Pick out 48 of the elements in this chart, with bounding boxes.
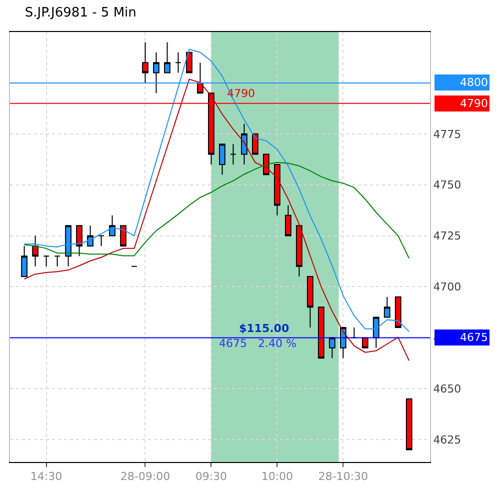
candlestick [142, 42, 148, 84]
candlestick [109, 214, 116, 236]
y-tick-label: 4625 [433, 433, 462, 446]
line-series [24, 162, 410, 259]
candlestick [98, 235, 104, 246]
candlestick [284, 204, 292, 236]
candlestick [328, 337, 336, 359]
y-tick-label: 4775 [433, 128, 462, 141]
x-tick-label: 10:00 [261, 470, 294, 484]
y-tick-label: 4700 [433, 280, 462, 294]
y-tick-label: 4725 [433, 230, 462, 243]
text: 4675 [460, 331, 488, 344]
candlestick [384, 296, 390, 318]
candlestick [32, 235, 38, 267]
candlestick [120, 225, 126, 246]
x-tick-label: 28-10:30 [318, 470, 368, 484]
candlestick [252, 133, 258, 155]
candlestick [318, 306, 324, 359]
x-tick-label: 14:30 [30, 470, 62, 484]
candlestick [394, 296, 402, 328]
candlestick [219, 144, 226, 176]
candlestick [87, 225, 94, 246]
candlestick [175, 52, 182, 74]
candlestick [164, 42, 170, 74]
y-tick-label: 4750 [433, 178, 462, 192]
candlestick [76, 225, 82, 257]
line-series [24, 78, 410, 362]
chart-title: S.JP.J6981 - 5 Min [24, 5, 136, 20]
candlestick [362, 337, 368, 348]
y-tick-label: 4650 [433, 382, 462, 396]
x-tick-label: 28-09:00 [120, 470, 170, 484]
candlestick [406, 398, 412, 450]
annotation: $115.00 [239, 322, 290, 335]
ref-line-label: 4800 [460, 76, 488, 89]
candlestick [296, 225, 302, 278]
candlestick [230, 144, 236, 165]
candlestick [65, 225, 72, 267]
candlestick [240, 123, 248, 165]
candlestick [186, 52, 192, 74]
annotation: 2.40 % [258, 337, 296, 350]
candlestick [54, 256, 60, 267]
ref-line-label: 4675 [219, 337, 247, 350]
candlestick [197, 62, 204, 94]
candlestick [274, 164, 280, 216]
text: 4790 [460, 97, 488, 110]
x-tick-label: 09:30 [195, 470, 228, 484]
candlestick [43, 256, 50, 267]
candlestick [306, 276, 314, 328]
